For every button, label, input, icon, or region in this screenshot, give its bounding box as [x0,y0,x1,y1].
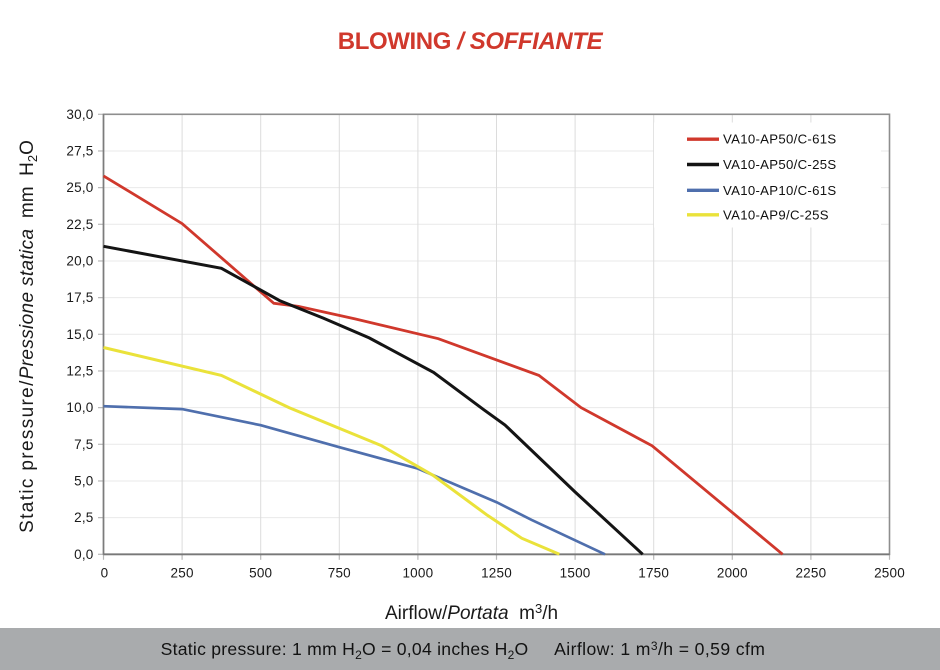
svg-text:22,5: 22,5 [66,217,93,232]
svg-text:15,0: 15,0 [66,327,93,342]
svg-text:2500: 2500 [874,566,905,581]
svg-text:25,0: 25,0 [66,180,93,195]
svg-text:2250: 2250 [795,566,826,581]
svg-text:30,0: 30,0 [66,107,93,122]
svg-text:1750: 1750 [638,566,669,581]
svg-text:7,5: 7,5 [74,437,93,452]
svg-text:Airflow/Portata m3/h: Airflow/Portata m3/h [385,601,558,624]
svg-text:10,0: 10,0 [66,400,93,415]
svg-text:VA10-AP50/C-25S: VA10-AP50/C-25S [723,157,836,172]
svg-text:VA10-AP10/C-61S: VA10-AP10/C-61S [723,183,836,198]
svg-text:27,5: 27,5 [66,144,93,159]
svg-text:Static pressure/Pressione stat: Static pressure/Pressione statica mm H2O [17,140,40,533]
svg-text:12,5: 12,5 [66,364,93,379]
svg-text:1500: 1500 [560,566,591,581]
svg-text:2,5: 2,5 [74,510,93,525]
svg-text:250: 250 [171,566,194,581]
svg-text:5,0: 5,0 [74,474,93,489]
svg-text:2000: 2000 [717,566,748,581]
svg-text:0,0: 0,0 [74,547,93,562]
svg-text:500: 500 [249,566,272,581]
svg-text:750: 750 [328,566,351,581]
svg-text:0: 0 [101,566,109,581]
svg-text:1250: 1250 [481,566,512,581]
svg-text:VA10-AP9/C-25S: VA10-AP9/C-25S [723,207,829,222]
svg-text:VA10-AP50/C-61S: VA10-AP50/C-61S [723,132,836,147]
svg-text:17,5: 17,5 [66,290,93,305]
svg-text:20,0: 20,0 [66,254,93,269]
svg-text:1000: 1000 [402,566,433,581]
